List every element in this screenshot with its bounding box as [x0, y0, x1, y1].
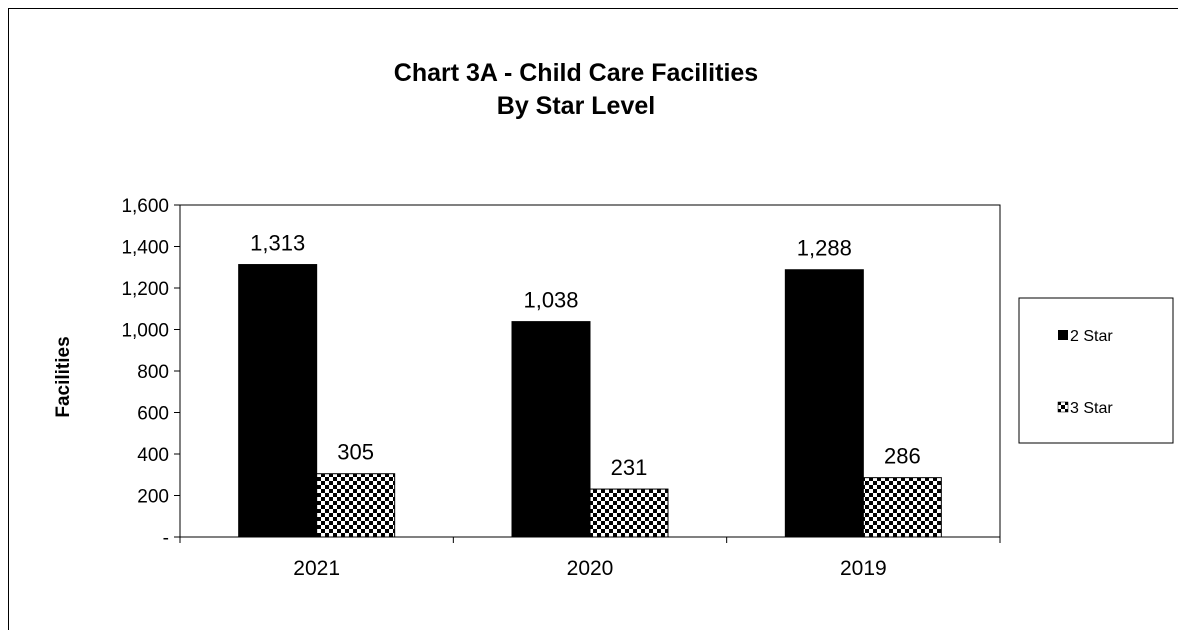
x-category-label: 2019 [840, 557, 887, 580]
legend-box [1018, 297, 1174, 444]
data-label: 1,038 [523, 288, 578, 313]
y-tick-label: 600 [137, 404, 169, 425]
y-tick-label: 800 [137, 362, 169, 383]
legend-label-2-star: 2 Star [1070, 328, 1113, 345]
data-label: 231 [611, 455, 648, 480]
y-tick-label: - [163, 528, 169, 549]
legend-label-3-star: 3 Star [1070, 400, 1113, 417]
bar-3-star-2019 [862, 477, 942, 538]
bar-3-star-2020 [589, 488, 669, 538]
y-axis: - 200 400 600 800 1,000 1,200 1,400 1,600 [121, 196, 180, 549]
x-axis [179, 537, 1001, 543]
y-tick-label: 1,200 [121, 279, 169, 300]
data-label: 305 [337, 440, 374, 465]
data-label: 1,288 [797, 236, 852, 261]
y-axis-label: Facilities [53, 336, 74, 417]
chart-area: Chart 3A - Child Care Facilities By Star… [8, 8, 1178, 630]
chart-title: Chart 3A - Child Care Facilities [394, 59, 758, 87]
y-tick-label: 1,600 [121, 196, 169, 217]
y-tick-label: 200 [137, 487, 169, 508]
data-label: 286 [884, 444, 921, 469]
data-label: 1,313 [250, 231, 305, 256]
y-tick-label: 400 [137, 445, 169, 466]
y-tick-label: 1,000 [121, 321, 169, 342]
bar-2-star-2021 [238, 264, 318, 538]
chart-subtitle: By Star Level [497, 92, 655, 120]
legend: 2 Star 3 Star [1018, 297, 1174, 444]
category-labels: 2021 2020 2019 [293, 557, 886, 580]
legend-swatch-3-star [1057, 401, 1069, 413]
bars [238, 264, 942, 538]
bar-2-star-2019 [784, 269, 864, 538]
x-category-label: 2021 [293, 557, 340, 580]
bar-3-star-2021 [316, 473, 396, 538]
bar-chart: Chart 3A - Child Care Facilities By Star… [53, 59, 1174, 580]
data-labels: 1,313 305 1,038 231 1,288 286 [250, 231, 921, 481]
legend-swatch-2-star [1058, 330, 1068, 340]
y-tick-label: 1,400 [121, 238, 169, 259]
bar-2-star-2020 [511, 321, 591, 538]
x-category-label: 2020 [567, 557, 614, 580]
